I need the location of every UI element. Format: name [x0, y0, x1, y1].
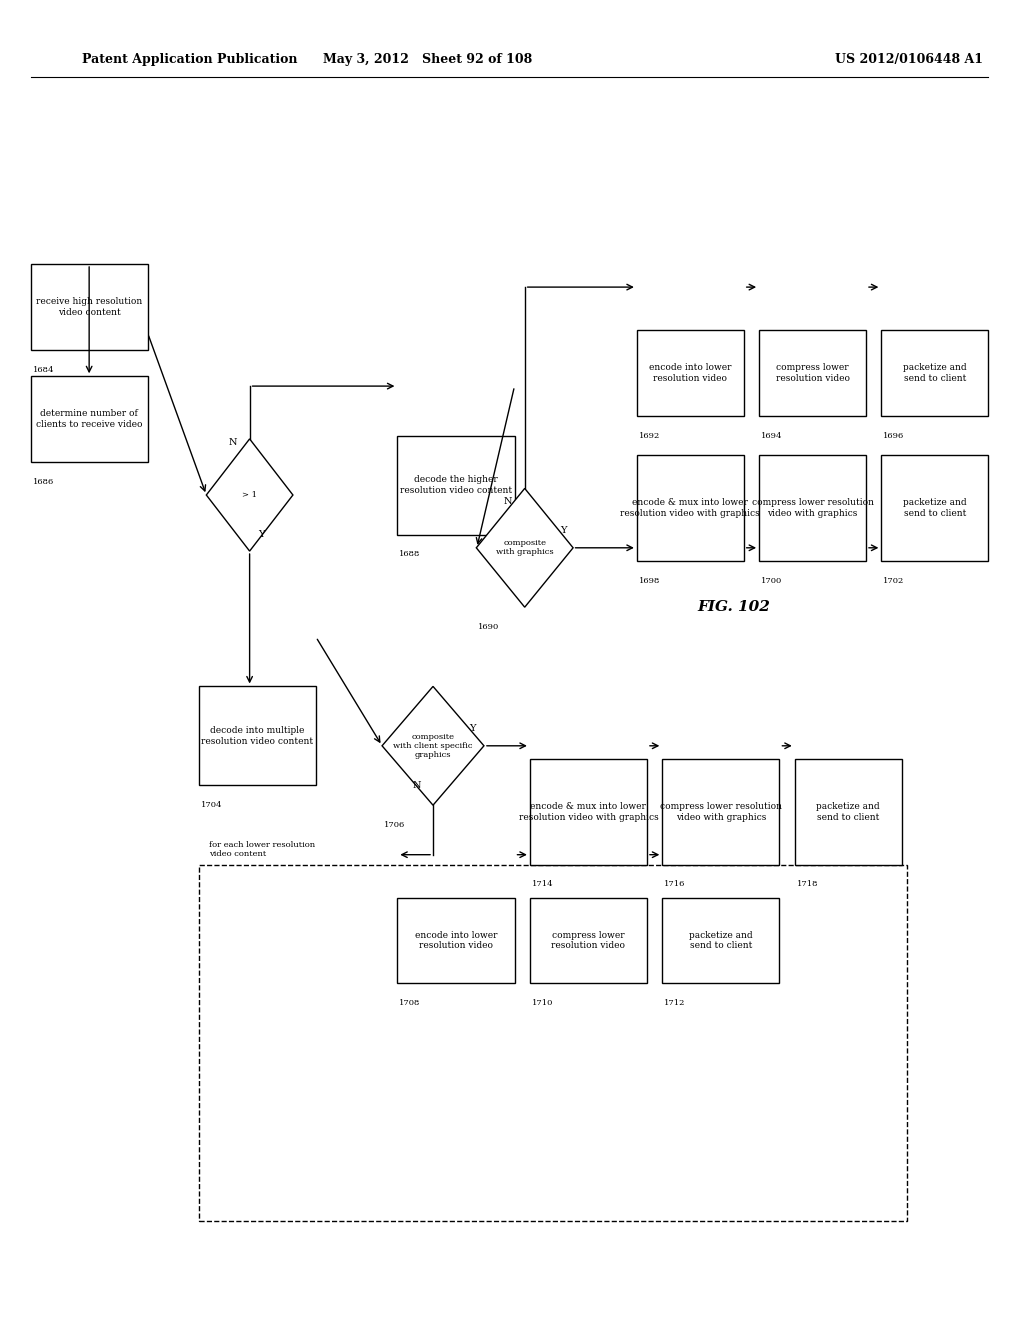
Text: 1706: 1706	[384, 821, 406, 829]
Text: decode the higher
resolution video content: decode the higher resolution video conte…	[399, 475, 512, 495]
Text: determine number of
clients to receive video: determine number of clients to receive v…	[36, 409, 142, 429]
Polygon shape	[476, 488, 573, 607]
FancyBboxPatch shape	[637, 330, 743, 416]
Text: > 1: > 1	[242, 491, 257, 499]
Text: encode & mux into lower
resolution video with graphics: encode & mux into lower resolution video…	[621, 499, 760, 517]
Text: packetize and
send to client: packetize and send to client	[816, 803, 880, 821]
Text: packetize and
send to client: packetize and send to client	[903, 363, 967, 383]
Text: 1692: 1692	[639, 432, 660, 440]
FancyBboxPatch shape	[31, 264, 147, 350]
Text: N: N	[229, 438, 238, 446]
Text: compress lower resolution
video with graphics: compress lower resolution video with gra…	[752, 499, 873, 517]
FancyBboxPatch shape	[529, 759, 647, 865]
Text: compress lower
resolution video: compress lower resolution video	[775, 363, 850, 383]
Text: 1708: 1708	[399, 999, 421, 1007]
Text: 1702: 1702	[884, 577, 904, 585]
FancyBboxPatch shape	[397, 898, 514, 983]
Text: for each lower resolution
video content: for each lower resolution video content	[209, 841, 315, 858]
FancyBboxPatch shape	[199, 686, 315, 785]
Text: packetize and
send to client: packetize and send to client	[689, 931, 753, 950]
FancyBboxPatch shape	[759, 455, 866, 561]
Text: compress lower resolution
video with graphics: compress lower resolution video with gra…	[659, 803, 782, 821]
FancyBboxPatch shape	[663, 759, 779, 865]
Text: US 2012/0106448 A1: US 2012/0106448 A1	[836, 53, 983, 66]
Text: decode into multiple
resolution video content: decode into multiple resolution video co…	[201, 726, 313, 746]
FancyBboxPatch shape	[795, 759, 902, 865]
Text: encode & mux into lower
resolution video with graphics: encode & mux into lower resolution video…	[518, 803, 658, 821]
Text: 1686: 1686	[33, 478, 54, 486]
Text: 1688: 1688	[399, 550, 421, 558]
Text: May 3, 2012   Sheet 92 of 108: May 3, 2012 Sheet 92 of 108	[324, 53, 532, 66]
Polygon shape	[382, 686, 484, 805]
Text: composite
with client specific
graphics: composite with client specific graphics	[393, 733, 473, 759]
Text: 1712: 1712	[665, 999, 686, 1007]
Text: 1690: 1690	[478, 623, 500, 631]
Text: 1718: 1718	[797, 880, 818, 888]
Text: composite
with graphics: composite with graphics	[496, 539, 554, 557]
Text: Y: Y	[560, 525, 567, 535]
FancyBboxPatch shape	[882, 330, 988, 416]
Text: 1704: 1704	[201, 801, 222, 809]
Text: N: N	[504, 498, 512, 506]
Text: 1710: 1710	[531, 999, 553, 1007]
FancyBboxPatch shape	[663, 898, 779, 983]
Text: 1694: 1694	[761, 432, 782, 440]
Text: Patent Application Publication: Patent Application Publication	[82, 53, 297, 66]
FancyBboxPatch shape	[882, 455, 988, 561]
FancyBboxPatch shape	[397, 436, 514, 535]
FancyBboxPatch shape	[759, 330, 866, 416]
Text: compress lower
resolution video: compress lower resolution video	[551, 931, 626, 950]
Polygon shape	[206, 438, 293, 552]
FancyBboxPatch shape	[31, 376, 147, 462]
Text: FIG. 102: FIG. 102	[697, 601, 770, 614]
Text: encode into lower
resolution video: encode into lower resolution video	[649, 363, 731, 383]
Text: 1696: 1696	[884, 432, 904, 440]
Text: 1716: 1716	[665, 880, 686, 888]
Text: receive high resolution
video content: receive high resolution video content	[36, 297, 142, 317]
Text: N: N	[413, 781, 421, 789]
FancyBboxPatch shape	[529, 898, 647, 983]
Text: 1698: 1698	[639, 577, 660, 585]
Text: 1700: 1700	[761, 577, 782, 585]
Text: Y: Y	[469, 723, 475, 733]
Text: packetize and
send to client: packetize and send to client	[903, 499, 967, 517]
Text: encode into lower
resolution video: encode into lower resolution video	[415, 931, 498, 950]
Text: 1714: 1714	[531, 880, 553, 888]
FancyBboxPatch shape	[637, 455, 743, 561]
Text: 1684: 1684	[33, 366, 54, 374]
Text: Y: Y	[258, 531, 264, 539]
